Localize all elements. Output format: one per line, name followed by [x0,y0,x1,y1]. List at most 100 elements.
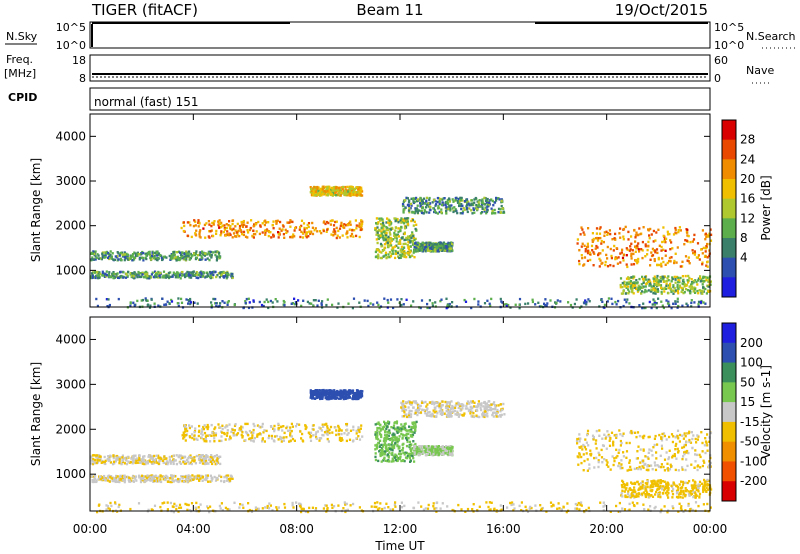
echo-cell [688,276,691,280]
echo-cell [382,459,385,462]
colorbar-tick-label: 4 [740,251,748,265]
echo-cell [169,460,172,463]
echo-cell [94,474,97,477]
echo-cell [138,474,141,477]
echo-cell [149,304,152,307]
echo-cell [384,253,387,257]
echo-cell [652,284,655,288]
echo-cell [663,280,666,283]
echo-cell [223,475,226,479]
echo-cell [211,462,214,466]
echo-cell [310,302,313,305]
echo-cell [110,257,113,260]
echo-cell [466,207,469,210]
echo-cell [230,274,234,278]
echo-cell [225,474,228,477]
echo-cell [141,271,144,275]
echo-cell [640,290,644,293]
echo-cell [400,423,403,426]
echo-cell [372,303,375,306]
echo-cell [346,433,349,436]
echo-cell [660,262,663,265]
echo-cell [154,257,157,261]
echo-cell [629,245,632,248]
echo-cell [397,452,401,456]
echo-cell [320,429,323,432]
echo-cell [215,459,219,462]
echo-cell [591,232,594,235]
echo-cell [441,201,444,204]
echo-cell [134,461,137,465]
echo-cell [133,251,136,254]
echo-cell [456,201,460,204]
echo-cell [215,232,218,235]
echo-cell [123,251,126,255]
echo-cell [646,248,649,252]
echo-cell [209,230,212,233]
echo-cell [433,248,436,251]
echo-cell [207,462,210,465]
echo-cell [202,459,206,463]
echo-cell [200,256,203,259]
echo-cell [602,240,605,244]
echo-cell [197,474,201,477]
echo-cell [315,396,318,399]
echo-cell [201,433,204,436]
echo-cell [399,249,402,252]
echo-cell [195,475,198,478]
echo-cell [95,256,98,259]
echo-cell [384,236,387,239]
echo-cell [587,227,590,230]
echo-cell [421,206,425,209]
echo-cell [706,234,709,237]
echo-cell [360,188,363,192]
echo-cell [220,435,223,438]
echo-cell [340,221,343,225]
echo-cell [657,297,660,300]
echo-cell [119,257,122,260]
colorbar-tick-label: 16 [740,192,755,206]
echo-cell [349,392,352,395]
echo-cell [653,283,656,286]
echo-cell [428,299,431,302]
echo-cell [391,458,395,462]
echo-cell [652,240,655,243]
echo-cell [389,241,392,245]
echo-cell [198,222,201,225]
echo-cell [477,203,480,206]
echo-cell [90,272,94,275]
echo-cell [337,433,341,436]
echo-cell [406,244,409,247]
echo-cell [175,454,178,457]
echo-cell [205,454,208,457]
echo-cell [334,232,337,235]
echo-cell [357,429,360,432]
echo-cell [411,435,414,438]
echo-cell [408,236,411,239]
echo-cell [159,474,162,477]
echo-cell [142,272,145,275]
echo-cell [312,428,315,431]
echo-cell [403,222,406,225]
echo-cell [123,457,126,460]
echo-cell [386,239,389,242]
echo-cell [672,302,675,305]
echo-cell [625,286,628,289]
echo-cell [439,197,442,201]
echo-cell [184,434,188,437]
echo-cell [342,397,345,401]
echo-cell [677,229,680,232]
echo-cell [330,394,334,398]
echo-cell [228,479,232,482]
echo-cell [421,201,424,204]
echo-cell [665,237,668,240]
echo-cell [442,204,445,207]
echo-cell [381,224,384,227]
echo-cell [211,458,215,461]
echo-cell [211,477,214,481]
echo-cell [231,276,234,279]
echo-cell [378,306,381,310]
echo-cell [217,423,220,426]
echo-cell [185,273,188,276]
echo-cell [412,250,416,253]
